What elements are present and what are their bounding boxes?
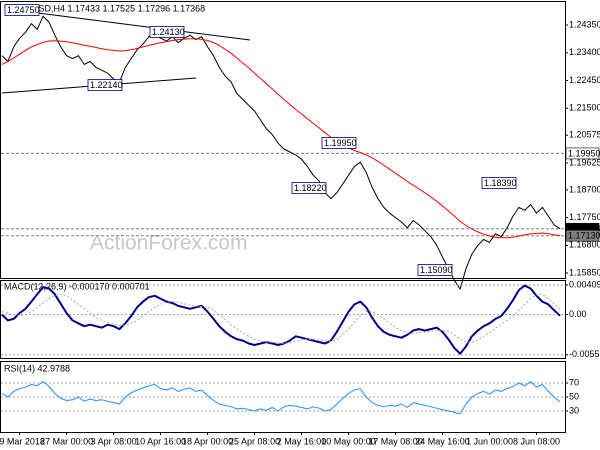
x-tick-label: 2 May 16:00 <box>277 436 327 446</box>
macd-panel <box>0 280 566 359</box>
y-tick-label: 1.22450 <box>569 75 600 85</box>
y-tick-label: 0.00 <box>569 309 587 319</box>
y-tick-label: 30 <box>569 405 579 415</box>
y-tick-label: 1.20575 <box>569 130 600 140</box>
rsi-title: RSI(14) 42.9788 <box>4 363 70 373</box>
x-tick-label: 19 Mar 2018 <box>0 436 45 446</box>
price-panel <box>0 1 566 279</box>
annotation: 1.15090 <box>420 265 453 275</box>
y-tick-label: 70 <box>569 377 579 387</box>
y-tick-label: -0.005566 <box>569 349 600 359</box>
series-line <box>1 15 561 290</box>
x-tick-label: 24 May 16:00 <box>415 436 470 446</box>
trend-line <box>37 12 251 41</box>
price-label-box <box>565 147 600 160</box>
price-label: 1.19950 <box>568 148 600 158</box>
series-line <box>1 381 561 415</box>
annotation-box <box>481 177 517 189</box>
annotation-box <box>4 4 40 16</box>
watermark: ActionForex.com <box>90 232 248 255</box>
chart-title: EURUSD,H4 1.17433 1.17525 1.17296 1.1736… <box>13 3 205 13</box>
macd-title: MACD(12,26,9) -0.000170 0.000701 <box>4 281 150 291</box>
annotation-box <box>149 26 185 38</box>
y-tick-label: 50 <box>569 391 579 401</box>
y-tick-label: 1.15850 <box>569 267 600 277</box>
y-tick-label: 1.17750 <box>569 212 600 222</box>
x-tick-label: 17 May 08:00 <box>368 436 423 446</box>
y-tick-label: 1.24350 <box>569 19 600 29</box>
annotation-box <box>417 264 453 276</box>
annotation: 1.22140 <box>90 80 123 90</box>
annotation-box <box>291 182 327 194</box>
annotation-box <box>87 79 123 91</box>
x-tick-label: 27 Mar 00:00 <box>40 436 93 446</box>
y-tick-label: 1.16800 <box>569 240 600 250</box>
y-tick-label: 1.18700 <box>569 184 600 194</box>
x-tick-label: 3 Apr 08:00 <box>91 436 137 446</box>
price-label: 1.17130 <box>568 231 600 241</box>
x-tick-label: 8 Jun 08:00 <box>513 436 560 446</box>
series-line <box>1 38 561 239</box>
y-tick-label: 1.21500 <box>569 103 600 113</box>
annotation-box <box>321 137 357 149</box>
annotation: 1.24750 <box>7 5 40 15</box>
y-tick-label: 1.23400 <box>569 47 600 57</box>
annotation: 1.24130 <box>152 27 185 37</box>
annotation: 1.18220 <box>294 183 327 193</box>
x-tick-label: 1 Jun 00:00 <box>466 436 513 446</box>
x-tick-label: 10 May 00:00 <box>321 436 376 446</box>
annotation: 1.18390 <box>484 178 517 188</box>
y-tick-label: 1.19625 <box>569 157 600 167</box>
annotation: 1.19950 <box>324 138 357 148</box>
x-tick-label: 10 Apr 16:00 <box>135 436 186 446</box>
y-tick-label: 0.004094 <box>569 279 600 289</box>
series-line <box>1 284 561 355</box>
x-tick-label: 25 Apr 08:00 <box>229 436 280 446</box>
price-label-box <box>565 229 600 242</box>
price-label: 1.17368 <box>568 224 600 234</box>
x-tick-label: 18 Apr 00:00 <box>182 436 233 446</box>
